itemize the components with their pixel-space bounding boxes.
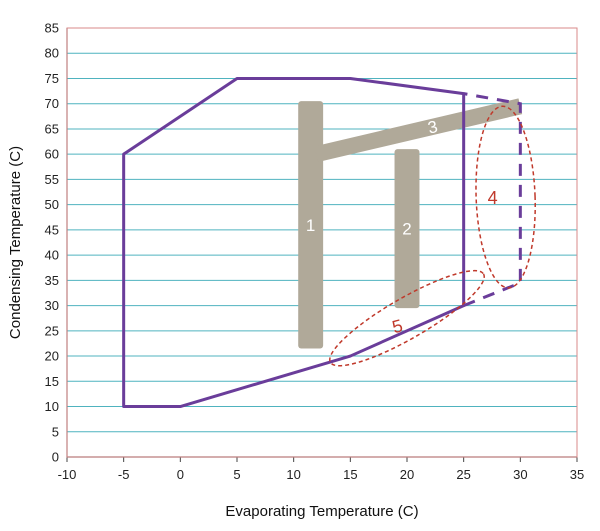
zone-label-4: 4 — [488, 188, 498, 208]
operating-envelope — [122, 76, 522, 409]
y-axis-label: Condensing Temperature (C) — [7, 146, 24, 339]
y-tick-label: 15 — [45, 374, 59, 389]
y-tick-label: 65 — [45, 121, 59, 136]
y-tick-label: 70 — [45, 96, 59, 111]
y-tick-label: 55 — [45, 172, 59, 187]
x-tick-label: 30 — [513, 467, 527, 482]
plot-frame — [66, 27, 578, 458]
y-tick-label: 25 — [45, 323, 59, 338]
x-tick-label: 5 — [233, 467, 240, 482]
zone-label-5: 5 — [390, 315, 405, 337]
y-tick-label: 60 — [45, 147, 59, 162]
x-axis-label: Evaporating Temperature (C) — [225, 503, 418, 520]
x-tick-label: 10 — [286, 467, 300, 482]
y-tick-label: 0 — [52, 450, 59, 465]
bar-2 — [394, 149, 420, 309]
bar-label-2: 2 — [402, 220, 411, 239]
y-tick-label: 20 — [45, 349, 59, 364]
y-tick-label: 75 — [45, 71, 59, 86]
operating-bars: 1 2 3 — [298, 98, 523, 349]
x-tick-label: -5 — [118, 467, 130, 482]
highlight-zones: 45 — [329, 105, 536, 367]
y-tick-label: 80 — [45, 46, 59, 61]
x-tick-label: 15 — [343, 467, 357, 482]
y-tick-label: 30 — [45, 298, 59, 313]
x-tick-label: 25 — [456, 467, 470, 482]
bar-1 — [298, 101, 324, 349]
x-tick-labels: -10 -5 0 5 10 15 20 25 30 35 — [58, 467, 585, 482]
bar-3 — [314, 98, 523, 163]
envelope-extension — [463, 92, 522, 307]
bar-label-3: 3 — [426, 117, 440, 138]
x-tick-label: 35 — [570, 467, 584, 482]
y-tick-label: 85 — [45, 21, 59, 36]
y-tick-label: 5 — [52, 424, 59, 439]
zone-4 — [475, 105, 536, 289]
y-tick-label: 40 — [45, 248, 59, 263]
x-tick-label: -10 — [58, 467, 77, 482]
y-tick-label: 35 — [45, 273, 59, 288]
y-tick-label: 50 — [45, 197, 59, 212]
bar-label-1: 1 — [306, 216, 315, 235]
y-tick-label: 45 — [45, 222, 59, 237]
y-tick-label: 10 — [45, 399, 59, 414]
zone-5 — [329, 269, 485, 367]
y-tick-labels: 0 5 10 15 20 25 30 35 40 45 50 55 60 65 70 75 80 85 — [45, 21, 59, 465]
x-tick-label: 20 — [400, 467, 414, 482]
x-tick-label: 0 — [177, 467, 184, 482]
